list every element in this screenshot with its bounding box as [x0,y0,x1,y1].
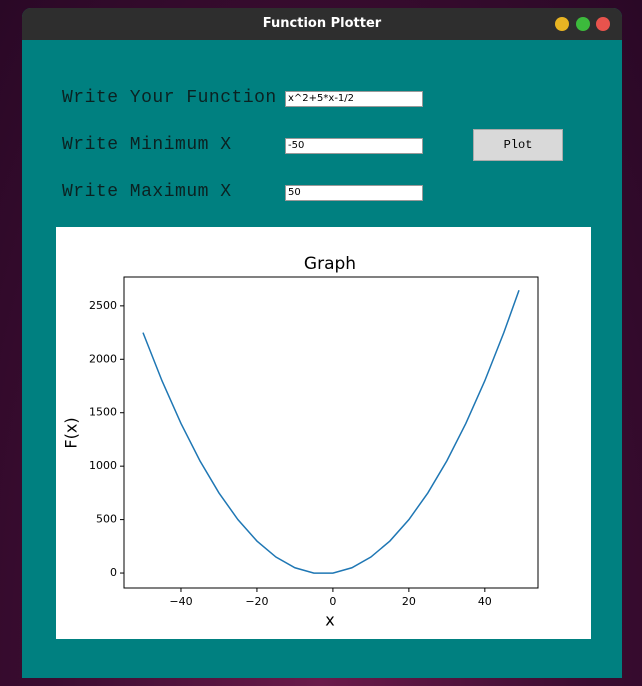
plot-frame [123,276,539,589]
x-tick-label: 40 [478,595,492,608]
y-tick-label: 1500 [89,406,117,419]
field-label: Write Minimum X [62,135,232,155]
y-tick-label: 500 [96,513,117,526]
window-title: Function Plotter [262,16,382,31]
function-line [142,290,520,574]
y-axis-label: F(x) [62,417,81,448]
field-label: Write Maximum X [62,182,232,202]
y-tick-label: 0 [110,566,117,579]
y-tick-label: 1000 [89,459,117,472]
window: Function Plotter Write Your Function x^2… [22,8,622,678]
x-tick-label: 0 [329,595,336,608]
y-tick-label: 2500 [89,299,117,312]
chart-title: Graph [304,254,356,274]
minimize-button[interactable] [555,17,569,31]
x-tick-label: 20 [402,595,416,608]
text-input[interactable]: -50 [285,138,423,154]
text-input[interactable]: 50 [285,185,423,201]
text-input[interactable]: x^2+5*x-1/2 [285,91,423,107]
x-tick-label: −20 [245,595,268,608]
x-tick-label: −40 [169,595,192,608]
close-button[interactable] [596,17,610,31]
maximize-button[interactable] [576,17,590,31]
x-axis-label: x [325,611,334,630]
field-label: Write Your Function [62,88,277,108]
plot-button[interactable]: Plot [473,129,563,161]
y-tick-label: 2000 [89,352,117,365]
graph-panel: Graph x F(x) −40 −20 0 20 40 0 500 1000 1500 2000… [56,227,591,639]
title-bar: Function Plotter [22,8,622,40]
chart: Graph x F(x) −40 −20 0 20 40 0 500 1000 1500 2000… [62,254,539,630]
